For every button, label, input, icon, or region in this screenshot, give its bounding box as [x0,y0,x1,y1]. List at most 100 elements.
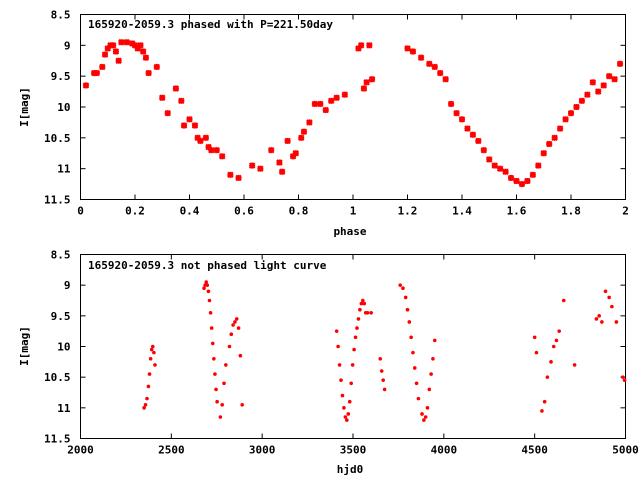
data-point [447,100,455,108]
x-tick-label: 0.6 [234,205,254,218]
data-point [145,396,149,401]
data-point [99,63,106,71]
data-point [339,378,343,383]
data-point [414,381,419,386]
data-point [205,283,210,287]
data-point [398,283,403,287]
y-tick-label: 9.5 [51,310,71,323]
data-point [534,350,539,355]
data-point [148,356,153,361]
data-point [607,295,611,300]
y-tick-label: 10 [57,101,70,114]
data-point [405,307,410,312]
x-tick-label: 1.8 [561,205,581,218]
data-point [584,91,591,98]
data-point [409,335,413,340]
data-point [101,51,109,58]
data-point [191,122,199,129]
x-tick-label: 0.2 [125,205,145,218]
data-point [336,344,340,349]
x-tick-label: 3500 [340,444,367,457]
unphased-light-curve-panel: 2000 2500 3000 3500 4000 4500 5000 8.5 9 9.5 10 10… [18,249,639,477]
x-tick-label: 2 [622,205,629,218]
data-points [142,280,627,422]
data-point [186,116,193,123]
data-point [233,320,237,324]
data-point [137,42,144,49]
tick-marks [80,14,626,200]
x-tick-label: 0.4 [180,205,200,218]
data-point [231,323,235,327]
data-point [227,171,234,179]
data-point [362,301,367,306]
data-point [357,42,365,49]
data-point [276,159,283,166]
data-point [416,396,421,401]
data-point [572,363,577,367]
y-tick-label: 11.5 [44,194,71,207]
x-tick-labels: 0 0.2 0.4 0.6 0.8 1 1.2 1.4 1.6 1.8 2 [77,205,629,218]
data-point [561,298,566,303]
data-point [213,146,220,154]
data-point [529,171,537,179]
data-point [540,409,544,413]
data-point [360,85,368,92]
data-point [363,79,370,86]
data-point [342,406,346,410]
data-point [412,366,417,370]
data-point [206,289,211,294]
data-point [407,320,412,324]
plot-title: 165920-2059.3 not phased light curve [88,259,327,272]
data-point [236,326,241,330]
data-point [420,412,424,416]
data-point [594,317,599,321]
phased-light-curve-panel: 0 0.2 0.4 0.6 0.8 1 1.2 1.4 1.6 1.8 2 8.5 9 9.5 10 10.… [18,9,629,239]
data-point [343,415,348,419]
data-point [142,406,146,410]
x-tick-label: 1.2 [398,205,418,218]
data-point [112,48,120,55]
data-point [496,165,504,172]
data-point [197,137,204,145]
data-point [432,338,437,343]
data-point [425,406,430,410]
data-point [202,134,210,142]
data-point [345,418,349,422]
data-point [567,109,575,117]
x-tick-label: 0 [77,205,84,218]
data-point [146,384,151,389]
y-tick-label: 9.5 [51,70,71,83]
data-point [210,341,215,346]
data-point [353,335,358,340]
data-point [535,162,542,169]
y-tick-label: 10.5 [44,371,71,384]
data-point [235,174,242,182]
data-point [366,42,373,49]
data-point [306,119,313,126]
data-point [292,150,299,157]
data-point [600,82,607,89]
data-point [142,54,150,61]
data-point [350,363,355,367]
data-point [208,146,215,154]
data-point [409,48,417,55]
data-point [403,295,408,300]
data-point [298,134,305,142]
data-point [356,317,361,321]
data-point [453,109,460,117]
data-point [213,372,217,376]
data-point [379,369,384,373]
data-point [557,329,561,333]
data-point [427,387,432,392]
data-point [215,399,219,404]
data-point [300,128,308,135]
data-point [554,338,559,343]
data-point [542,399,547,404]
data-point [562,116,569,123]
data-point [93,69,101,77]
data-point [605,72,613,80]
data-point [507,174,515,182]
data-point [600,320,604,324]
y-tick-label: 11 [57,402,71,415]
